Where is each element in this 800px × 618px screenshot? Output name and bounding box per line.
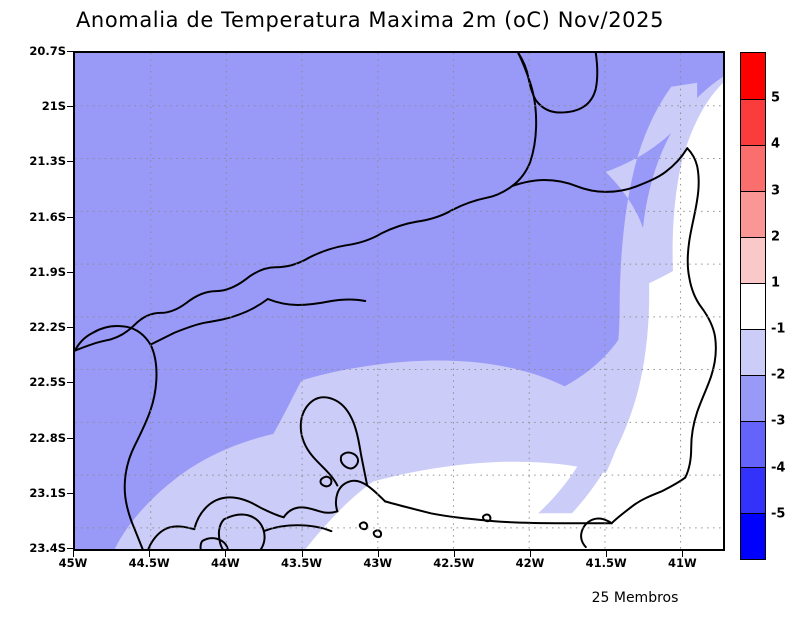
colorbar-band	[741, 191, 765, 237]
x-axis-tick-mark	[301, 551, 303, 557]
y-axis-tick-label: 23.4S	[29, 541, 66, 555]
y-axis-tick-mark	[67, 271, 73, 273]
x-axis-tick-label: 44.5W	[128, 556, 170, 570]
y-axis-tick-label: 21S	[41, 99, 66, 114]
colorbar-band	[741, 145, 765, 191]
y-axis-tick-mark	[67, 382, 73, 384]
map-gridlines	[75, 53, 723, 549]
y-axis-tick-label: 22.8S	[29, 430, 66, 445]
colorbar-band	[741, 329, 765, 375]
x-axis-tick-mark	[73, 551, 74, 557]
x-axis-tick-mark	[530, 551, 531, 557]
colorbar-tick-label: -1	[771, 321, 786, 337]
x-axis-tick-label: 42W	[515, 556, 545, 570]
y-axis-tick-mark	[67, 106, 73, 108]
colorbar-tick-label: -3	[771, 413, 786, 429]
y-axis-tick-label: 21.9S	[29, 264, 66, 279]
x-axis-tick-label: 43.5W	[280, 556, 323, 570]
y-axis-tick-mark	[67, 327, 73, 329]
colorbar[interactable]	[740, 52, 766, 560]
y-axis-tick-label: 20.7S	[29, 44, 66, 58]
x-axis-tick-label: 45W	[58, 556, 88, 570]
colorbar-band	[741, 283, 765, 329]
colorbar-tick-label: 3	[771, 183, 781, 199]
colorbar-tick-label: 5	[771, 90, 781, 106]
colorbar-tick-label: 2	[771, 229, 781, 245]
x-axis-tick-mark	[377, 551, 379, 557]
colorbar-band	[741, 53, 765, 99]
x-axis-tick-mark	[606, 551, 608, 557]
y-axis-tick-mark	[67, 51, 73, 52]
ensemble-members-note: 25 Membros	[591, 590, 679, 606]
x-axis-tick-mark	[453, 551, 455, 557]
x-axis-tick-label: 41W	[667, 556, 697, 570]
colorbar-band	[741, 237, 765, 283]
y-axis-tick-label: 21.3S	[29, 154, 66, 169]
colorbar-tick-label: -5	[771, 506, 786, 522]
x-axis-tick-label: 42.5W	[433, 556, 475, 570]
y-axis-tick-mark	[67, 161, 73, 163]
y-axis-tick-label: 21.6S	[29, 209, 66, 224]
x-axis-tick-mark	[225, 551, 227, 557]
colorbar-band	[741, 421, 765, 467]
x-axis-tick-mark	[149, 551, 151, 557]
x-axis-tick-label: 44W	[210, 556, 240, 570]
map-plot-area[interactable]	[73, 51, 725, 551]
colorbar-band	[741, 375, 765, 421]
colorbar-tick-label: -2	[771, 367, 786, 383]
colorbar-band	[741, 513, 765, 559]
y-axis-tick-label: 22.5S	[29, 375, 66, 390]
y-axis-tick-label: 23.1S	[29, 485, 66, 500]
x-axis-tick-label: 43W	[363, 556, 393, 570]
y-axis-tick-label: 22.2S	[29, 320, 66, 335]
x-axis-tick-label: 41.5W	[585, 556, 627, 570]
y-axis-tick-mark	[67, 548, 73, 549]
y-axis-tick-mark	[67, 492, 73, 494]
page-title: Anomalia de Temperatura Maxima 2m (oC) N…	[75, 8, 665, 32]
colorbar-tick-label: -4	[771, 460, 786, 476]
colorbar-band	[741, 99, 765, 145]
colorbar-band	[741, 467, 765, 513]
colorbar-tick-label: 1	[771, 275, 781, 291]
colorbar-tick-label: 4	[771, 136, 781, 152]
y-axis-tick-mark	[67, 216, 73, 218]
y-axis-tick-mark	[67, 437, 73, 439]
x-axis-tick-mark	[682, 551, 684, 557]
